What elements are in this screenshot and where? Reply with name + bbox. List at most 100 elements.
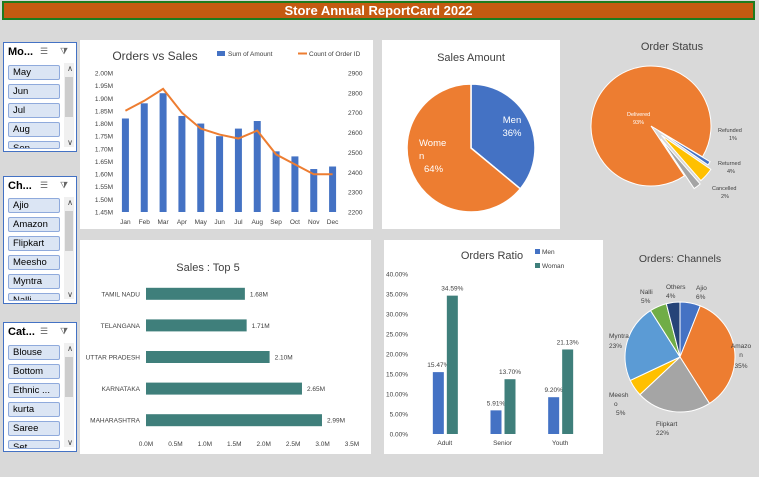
scroll-down-icon[interactable]: ∨	[67, 290, 73, 299]
clear-filter-icon[interactable]: ⧩	[60, 326, 69, 336]
pie-pct-others: 4%	[666, 293, 676, 300]
order-status-chart: Order Status Delivered 93% Refunded 1% Return…	[590, 41, 742, 200]
bar-value-label: 2.65M	[307, 386, 325, 393]
bar-men	[548, 397, 560, 434]
x-tick-label: 0.0M	[139, 441, 153, 448]
slicer-item-months[interactable]: Sep	[8, 141, 60, 149]
x-tick-label: Aug	[251, 219, 263, 226]
orders-vs-sales-panel: Orders vs Sales Sum of Amount Count of Ord…	[80, 40, 373, 229]
y-left-tick-label: 1.75M	[95, 134, 113, 141]
bar-sum-of-amount	[140, 103, 148, 212]
pie-label-women: Wome	[419, 138, 446, 149]
pie-label-flipkart: Flipkart	[656, 421, 678, 428]
pie-label-men: Men	[503, 115, 521, 126]
clear-filter-icon[interactable]: ⧩	[60, 180, 69, 190]
bar-sum-of-amount	[216, 136, 224, 212]
bar-value-label: 5.91%	[487, 400, 506, 407]
x-tick-label: 3.5M	[345, 441, 359, 448]
x-tick-label: 1.0M	[198, 441, 212, 448]
slicer-item-months[interactable]: May	[8, 65, 60, 80]
bar-sum-of-amount	[310, 169, 318, 212]
bar-value-label: 13.70%	[499, 369, 521, 376]
y-category-label: TELANGANA	[101, 323, 141, 330]
clear-filter-icon[interactable]: ⧩	[60, 46, 69, 56]
legend-swatch-woman	[535, 263, 540, 268]
slicer-scroll-thumb[interactable]	[65, 211, 73, 251]
order-status-panel: Order Status Delivered 93% Refunded 1% Return…	[570, 32, 756, 208]
slicer-item-channels[interactable]: Myntra	[8, 274, 60, 289]
orders-ratio-chart: Orders Ratio Men Woman 40.00% 35.00% 30.00% 25…	[386, 249, 579, 447]
chart-title: Orders vs Sales	[112, 49, 197, 63]
report-title-banner: Store Annual ReportCard 2022	[2, 1, 755, 20]
scroll-down-icon[interactable]: ∨	[67, 138, 73, 147]
multi-select-icon[interactable]: ☰	[40, 326, 49, 336]
slicer-item-months[interactable]: Jul	[8, 103, 60, 118]
slicer-item-category[interactable]: kurta	[8, 402, 60, 417]
bar-value-label: 34.59%	[441, 286, 463, 293]
bar-sum-of-amount	[291, 156, 299, 212]
channels-slicer-title: Ch...	[8, 180, 32, 192]
x-tick-label: 2.5M	[286, 441, 300, 448]
slicer-item-channels[interactable]: Flipkart	[8, 236, 60, 251]
slicer-scroll-thumb[interactable]	[65, 357, 73, 397]
x-tick-label: Senior	[493, 440, 513, 447]
slicer-item-channels[interactable]: Meesho	[8, 255, 60, 270]
y-left-tick-label: 1.85M	[95, 108, 113, 115]
y-tick-label: 10.00%	[386, 392, 408, 399]
slicer-scroll-thumb[interactable]	[65, 77, 73, 117]
sales-top5-chart: Sales : Top 5 TAMIL NADU 1.68M TELANGANA 1.7…	[86, 262, 360, 448]
slicer-item-channels[interactable]: Ajio	[8, 198, 60, 213]
multi-select-icon[interactable]: ☰	[40, 180, 49, 190]
category-slicer: Cat... ☰ ⧩ Blouse Bottom Ethnic ... kurta Saree…	[3, 322, 77, 452]
slicer-item-months[interactable]: Jun	[8, 84, 60, 99]
legend-label-woman: Woman	[542, 263, 565, 270]
pie-slice-myntra	[624, 309, 681, 382]
x-tick-label: 0.5M	[168, 441, 182, 448]
chart-title: Sales : Top 5	[176, 262, 239, 274]
pie-pct-refunded: 1%	[729, 136, 737, 142]
multi-select-icon[interactable]: ☰	[40, 46, 49, 56]
slicer-item-category[interactable]: Set	[8, 440, 60, 449]
y-category-label: KARNATAKA	[102, 386, 141, 393]
pie-pct-meesho: 5%	[616, 410, 626, 417]
pie-pct-amazon: 35%	[734, 363, 747, 370]
scroll-up-icon[interactable]: ∧	[67, 198, 73, 207]
y-left-tick-label: 1.55M	[95, 184, 113, 191]
bar-value-label: 15.47%	[427, 362, 449, 369]
bar-value-label: 9.20%	[544, 387, 563, 394]
pie-pct-ajio: 6%	[696, 294, 706, 301]
orders-ratio-panel: Orders Ratio Men Woman 40.00% 35.00% 30.00% 25…	[384, 240, 603, 454]
slicer-item-channels[interactable]: Nalli	[8, 293, 60, 301]
pie-pct-returned: 4%	[727, 169, 735, 175]
pie-label-amazon: Amazo	[731, 343, 752, 350]
slicer-item-category[interactable]: Bottom	[8, 364, 60, 379]
pie-pct-nalli: 5%	[641, 298, 651, 305]
slicer-item-months[interactable]: Aug	[8, 122, 60, 137]
x-tick-label: Jul	[234, 219, 243, 226]
pie-slice-amazon	[679, 305, 736, 405]
scroll-up-icon[interactable]: ∧	[67, 344, 73, 353]
pie-label-returned: Returned	[718, 161, 741, 167]
pie-slice-men	[470, 83, 536, 190]
y-right-tick-label: 2500	[348, 150, 363, 157]
x-tick-label: Dec	[327, 219, 339, 226]
x-tick-label: Jun	[214, 219, 225, 226]
bar-value-label: 1.68M	[250, 291, 268, 298]
line-count-of-order-id	[124, 87, 333, 176]
slicer-item-category[interactable]: Blouse	[8, 345, 60, 360]
bar-sales	[146, 319, 247, 332]
y-category-label: MAHARASHTRA	[90, 418, 141, 425]
x-tick-label: Apr	[177, 219, 188, 226]
scroll-up-icon[interactable]: ∧	[67, 64, 73, 73]
x-tick-label: 3.0M	[315, 441, 329, 448]
pie-slice-flipkart	[639, 356, 711, 413]
x-tick-label: Adult	[437, 440, 452, 447]
pie-label-ajio: Ajio	[696, 285, 707, 292]
slicer-item-category[interactable]: Ethnic ...	[8, 383, 60, 398]
slicer-item-category[interactable]: Saree	[8, 421, 60, 436]
pie-label-meesho: Meesh	[609, 392, 629, 399]
bar-sum-of-amount	[159, 93, 167, 212]
bar-sum-of-amount	[197, 123, 205, 212]
slicer-item-channels[interactable]: Amazon	[8, 217, 60, 232]
scroll-down-icon[interactable]: ∨	[67, 438, 73, 447]
